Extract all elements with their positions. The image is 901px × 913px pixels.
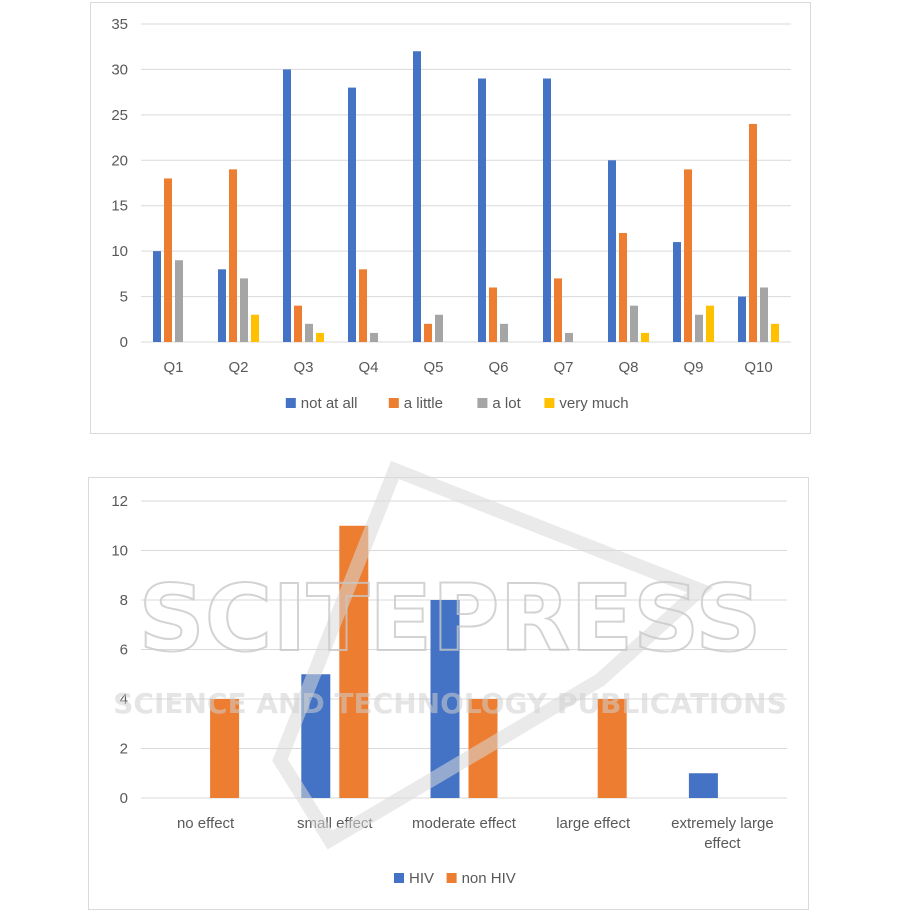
y-tick-label: 8 — [120, 592, 128, 609]
bar-very-much-q10 — [771, 323, 779, 342]
bar-not-at-all-q9 — [673, 242, 681, 342]
bar-very-much-q2 — [251, 314, 259, 342]
bar-hiv-extremely-large-effect — [688, 773, 718, 798]
bar-a-little-q7 — [554, 278, 562, 342]
y-tick-label: 10 — [111, 543, 128, 560]
x-tick-label: Q10 — [744, 359, 772, 376]
y-tick-label: 15 — [111, 198, 128, 215]
y-tick-label: 0 — [120, 790, 128, 807]
bar-a-little-q3 — [294, 305, 302, 342]
bar-non-hiv-moderate-effect — [468, 699, 498, 798]
bar-not-at-all-q4 — [348, 87, 356, 342]
x-tick-label: moderate effect — [412, 815, 517, 832]
legend-swatch-a-lot — [477, 398, 488, 408]
legend-label-hiv: HIV — [409, 870, 434, 887]
bar-a-little-q4 — [359, 269, 367, 342]
bar-non-hiv-no-effect — [210, 699, 240, 798]
x-tick-label: Q7 — [553, 359, 573, 376]
bar-a-lot-q8 — [630, 305, 638, 342]
legend-swatch-hiv — [394, 873, 404, 883]
bar-a-lot-q5 — [435, 314, 443, 342]
chart-2-frame: 0 2 4 6 8 10 12 no effect small effect moderate e… — [88, 477, 809, 910]
x-tick-label: Q5 — [423, 359, 443, 376]
x-tick-label: Q9 — [683, 359, 703, 376]
x-tick-label: Q8 — [618, 359, 638, 376]
bar-a-little-q1 — [164, 178, 172, 342]
bar-not-at-all-q3 — [283, 69, 291, 342]
y-tick-label: 6 — [120, 642, 128, 659]
legend-swatch-non-hiv — [446, 873, 457, 883]
y-tick-label: 25 — [111, 107, 128, 124]
bar-a-little-q2 — [229, 169, 237, 342]
bar-a-lot-q7 — [565, 332, 573, 342]
bar-non-hiv-large-effect — [597, 699, 627, 798]
bar-a-little-q5 — [424, 323, 432, 342]
y-tick-label: 12 — [111, 493, 128, 510]
legend-label-non-hiv: non HIV — [462, 870, 516, 887]
legend-label-not-at-all: not at all — [301, 395, 358, 412]
chart-1-svg: 0 5 10 15 20 25 30 35 Q1 Q2 Q3 Q4 Q5 Q6 Q7 Q8 Q9 Q10 not a… — [111, 16, 791, 412]
x-tick-label: effect — [704, 835, 741, 852]
bar-a-lot-q3 — [305, 323, 313, 342]
bar-not-at-all-q7 — [543, 78, 551, 342]
bar-a-lot-q6 — [500, 323, 508, 342]
x-tick-label: no effect — [177, 815, 235, 832]
bar-not-at-all-q8 — [608, 160, 616, 342]
x-tick-label: Q1 — [163, 359, 183, 376]
y-tick-label: 2 — [120, 741, 128, 758]
bar-a-little-q9 — [684, 169, 692, 342]
bar-a-little-q10 — [749, 123, 757, 342]
y-tick-label: 0 — [120, 334, 128, 351]
legend-swatch-not-at-all — [285, 398, 296, 408]
bar-hiv-small-effect — [301, 674, 331, 798]
legend-swatch-a-little — [388, 398, 399, 408]
bar-not-at-all-q10 — [738, 296, 746, 342]
y-tick-label: 35 — [111, 16, 128, 33]
chart-2-svg: 0 2 4 6 8 10 12 no effect small effect moderate e… — [111, 493, 787, 887]
chart-1-frame: 0 5 10 15 20 25 30 35 Q1 Q2 Q3 Q4 Q5 Q6 Q7 Q8 Q9 Q10 not a… — [90, 2, 811, 434]
legend-label-a-little: a little — [404, 395, 443, 412]
bar-a-lot-q2 — [240, 278, 248, 342]
bar-a-lot-q9 — [695, 314, 703, 342]
bar-very-much-q9 — [706, 305, 714, 342]
legend-swatch-very-much — [544, 398, 555, 408]
x-tick-label: extremely large — [671, 815, 774, 832]
x-tick-label: Q3 — [293, 359, 313, 376]
bar-a-lot-q10 — [760, 287, 768, 342]
legend-label-very-much: very much — [559, 395, 628, 412]
bar-non-hiv-small-effect — [339, 525, 369, 798]
bar-a-little-q6 — [489, 287, 497, 342]
bar-a-little-q8 — [619, 232, 627, 342]
legend-label-a-lot: a lot — [492, 395, 521, 412]
x-tick-label: Q2 — [228, 359, 248, 376]
y-tick-label: 20 — [111, 152, 128, 169]
bar-not-at-all-q6 — [478, 78, 486, 342]
bar-a-lot-q1 — [175, 260, 183, 342]
bar-very-much-q8 — [641, 332, 649, 342]
bar-a-lot-q4 — [370, 332, 378, 342]
y-tick-label: 30 — [111, 61, 128, 78]
bar-not-at-all-q1 — [153, 251, 161, 342]
x-tick-label: small effect — [297, 815, 373, 832]
x-tick-label: Q4 — [358, 359, 378, 376]
bar-not-at-all-q5 — [413, 51, 421, 342]
bar-hiv-moderate-effect — [430, 600, 460, 798]
y-tick-label: 10 — [111, 243, 128, 260]
bar-not-at-all-q2 — [218, 269, 226, 342]
y-tick-label: 4 — [120, 691, 128, 708]
x-tick-label: large effect — [556, 815, 631, 832]
bar-very-much-q3 — [316, 332, 324, 342]
x-tick-label: Q6 — [488, 359, 508, 376]
y-tick-label: 5 — [120, 289, 128, 306]
